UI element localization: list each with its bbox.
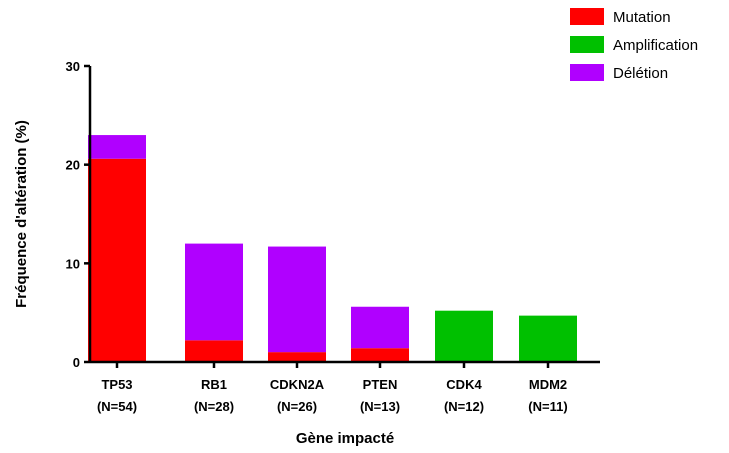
bar-cdk4-amplification (435, 310, 493, 362)
x-category-label: CDKN2A (270, 377, 325, 392)
bar-rb1-deletion (185, 243, 243, 341)
bar-mdm2-amplification (519, 315, 577, 362)
legend-label: Délétion (613, 65, 668, 82)
x-category-sublabel: (N=26) (277, 399, 317, 414)
legend: Mutation Amplification Délétion (570, 8, 698, 82)
legend-label: Mutation (613, 9, 671, 26)
legend-swatch (570, 36, 604, 53)
x-category-sublabel: (N=11) (528, 399, 567, 414)
x-axis-title: Gène impacté (296, 430, 394, 447)
y-tick-label: 10 (66, 256, 80, 271)
bar-cdkn2a-mutation (268, 352, 326, 362)
y-axis-title: Fréquence d'altération (%) (13, 120, 30, 308)
y-tick-label: 0 (73, 355, 80, 370)
bar-tp53-deletion (88, 135, 146, 159)
x-category-sublabel: (N=28) (194, 399, 234, 414)
x-category-sublabel: (N=12) (444, 399, 484, 414)
x-category-label: MDM2 (529, 377, 567, 392)
bar-tp53-mutation (88, 158, 146, 362)
axes-group (88, 66, 600, 364)
legend-swatch (570, 8, 604, 25)
x-category-label: PTEN (363, 377, 398, 392)
bar-pten-deletion (351, 306, 409, 349)
bars-group (88, 135, 577, 362)
y-tick-label: 30 (66, 59, 80, 74)
bar-rb1-mutation (185, 340, 243, 362)
legend-swatch (570, 64, 604, 81)
x-category-sublabel: (N=13) (360, 399, 400, 414)
legend-label: Amplification (613, 37, 698, 54)
x-category-label: TP53 (101, 377, 132, 392)
x-labels-group: TP53 (N=54) RB1 (N=28) CDKN2A (N=26) PTEN (N=13… (97, 362, 568, 414)
x-category-sublabel: (N=54) (97, 399, 137, 414)
y-ticks-group: 0 10 20 30 (66, 59, 90, 370)
bar-cdkn2a-deletion (268, 246, 326, 353)
x-category-label: RB1 (201, 377, 227, 392)
bar-pten-mutation (351, 348, 409, 362)
y-tick-label: 20 (66, 158, 80, 173)
x-category-label: CDK4 (446, 377, 482, 392)
